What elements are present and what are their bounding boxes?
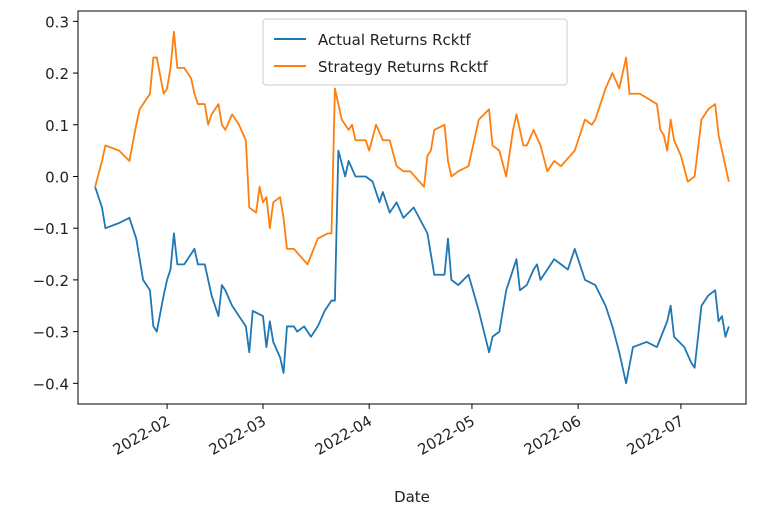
y-tick-label: 0.3: [45, 13, 69, 31]
y-tick-label: 0.2: [45, 65, 69, 83]
legend: Actual Returns Rcktf Strategy Returns Rck…: [262, 18, 568, 86]
y-tick-label: −0.3: [33, 324, 69, 342]
legend-box: [262, 18, 568, 86]
series-lines: [94, 30, 730, 385]
y-tick-label: 0.0: [45, 168, 69, 186]
plot-frame: [77, 10, 747, 405]
x-axis-label: Date: [394, 488, 430, 506]
y-tick-label: −0.4: [33, 375, 69, 393]
y-tick-label: 0.1: [45, 117, 69, 135]
legend-label-2: Strategy Returns Rcktf: [318, 58, 489, 76]
legend-label-1: Actual Returns Rcktf: [318, 31, 471, 49]
y-tick-label: −0.1: [33, 220, 69, 238]
y-tick-label: −0.2: [33, 272, 69, 290]
series-line-2: [94, 30, 730, 266]
series-line-1: [94, 149, 730, 385]
